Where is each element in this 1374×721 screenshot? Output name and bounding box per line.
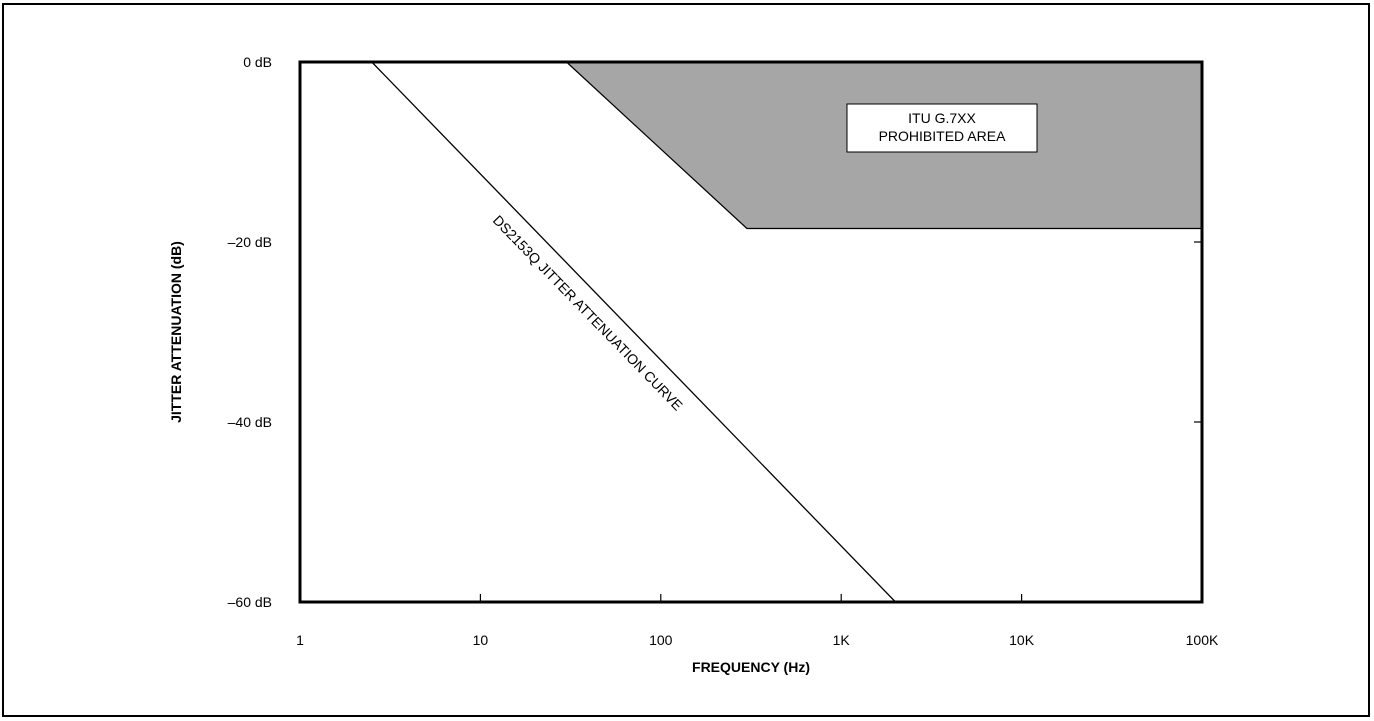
prohibited-area-label-line-2: PROHIBITED AREA [879,128,1006,144]
x-axis-ticks: 1 10 100 1K 10K 100K [296,594,1219,648]
x-axis-title: FREQUENCY (Hz) [692,659,810,675]
x-tick-label: 100K [1186,632,1219,648]
x-tick-label: 10 [473,632,489,648]
prohibited-area-label-line-1: ITU G.7XX [908,110,976,126]
jitter-attenuation-curve [371,61,896,603]
y-axis-title: JITTER ATTENUATION (dB) [168,241,184,423]
y-tick-label: –20 dB [228,234,272,250]
x-tick-label: 1 [296,632,304,648]
y-tick-label: –60 dB [228,594,272,610]
plot-area-border [298,60,1204,604]
x-tick-label: 10K [1009,632,1035,648]
y-tick-label: –40 dB [228,414,272,430]
x-tick-label: 1K [833,632,851,648]
x-tick-label: 100 [649,632,673,648]
y-axis-ticks: 0 dB –20 dB –40 dB –60 dB [228,54,1202,610]
y-tick-label: 0 dB [243,54,272,70]
figure-frame [2,3,1370,717]
jitter-attenuation-curve-label: DS2153Q JITTER ATTENUATION CURVE [490,212,686,414]
prohibited-area-label-box: ITU G.7XX PROHIBITED AREA [846,103,1038,153]
